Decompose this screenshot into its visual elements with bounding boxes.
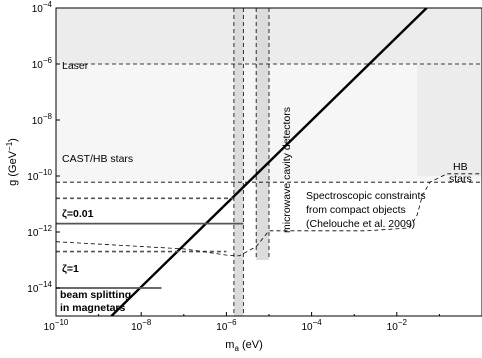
label-cast: CAST/HB stars: [62, 153, 133, 165]
axis-ticks: 10−10 10−8 10−6 10−4 10−210−410−610−810−1010…: [27, 0, 440, 333]
x-tick-label-base-2: 10: [216, 322, 228, 333]
y-tick-label-exp-5: −14: [38, 280, 52, 289]
y-tick-label-base-3: 10: [27, 172, 39, 183]
x-tick-label-exp-0: −10: [55, 318, 69, 327]
label-zeta-001: ζ=0.01: [62, 208, 94, 220]
label-spectro-2: from compact objects: [306, 204, 406, 216]
y-tick-label-exp-1: −6: [43, 56, 53, 65]
label-microwave: microwave cavity detectors: [281, 107, 293, 233]
x-axis-label: ma (eV): [225, 339, 262, 353]
y-tick-label-exp-0: −4: [43, 0, 53, 9]
x-axis-label-base: m: [225, 339, 234, 351]
y-tick-label-2: 10−8: [32, 112, 53, 127]
y-tick-label-exp-3: −10: [38, 168, 52, 177]
y-tick-label-4: 10−12: [27, 224, 52, 239]
label-hb-2: stars: [449, 173, 472, 185]
label-beam-2: in magnetars: [60, 302, 126, 314]
y-tick-label-base-0: 10: [32, 4, 44, 15]
y-axis-label-main: g (GeV: [7, 150, 19, 186]
x-tick-label-1: 10−8: [131, 318, 152, 333]
y-axis-label-sup: −1: [5, 141, 14, 151]
region-microwave-band: [233, 8, 244, 316]
y-tick-label-base-5: 10: [27, 284, 39, 295]
constraint-lines: [56, 8, 482, 316]
x-tick-label-base-4: 10: [387, 322, 399, 333]
label-laser: Laser: [62, 60, 89, 72]
region-hb: [417, 8, 482, 176]
label-zeta-1: ζ=1: [62, 263, 79, 275]
x-tick-label-4: 10−2: [387, 318, 408, 333]
series-line-7: [56, 173, 482, 257]
label-zeta-1-value: =1: [67, 263, 79, 275]
x-axis-label-sub: a: [234, 344, 239, 353]
x-tick-label-0: 10−10: [44, 318, 69, 333]
x-tick-label-exp-2: −6: [227, 318, 237, 327]
region-microwave-band-2: [256, 8, 269, 260]
x-tick-label-3: 10−4: [301, 318, 322, 333]
x-tick-label-exp-4: −2: [398, 318, 408, 327]
y-tick-label-5: 10−14: [27, 280, 52, 295]
y-tick-label-base-1: 10: [32, 60, 44, 71]
x-tick-label-base-1: 10: [131, 322, 143, 333]
y-tick-label-base-2: 10: [32, 116, 44, 127]
label-hb-1: HB: [453, 161, 468, 173]
y-tick-label-exp-2: −8: [43, 112, 53, 121]
x-tick-label-exp-3: −4: [313, 318, 323, 327]
y-tick-label-exp-4: −12: [38, 224, 52, 233]
label-zeta-1-symbol: ζ: [62, 263, 67, 275]
y-axis-label: g (GeV−1): [5, 138, 19, 186]
x-tick-label-base-0: 10: [44, 322, 56, 333]
x-axis-label-unit: (eV): [239, 339, 263, 351]
y-tick-label-3: 10−10: [27, 168, 52, 183]
y-tick-label-1: 10−6: [32, 56, 53, 71]
label-zeta-001-value: =0.01: [67, 208, 94, 220]
label-spectro-3: (Chelouche et al. 2009): [306, 218, 415, 230]
label-zeta-001-symbol: ζ: [62, 208, 67, 220]
x-tick-label-2: 10−6: [216, 318, 237, 333]
y-tick-label-0: 10−4: [32, 0, 53, 15]
x-tick-label-exp-1: −8: [142, 318, 152, 327]
y-axis-label-close: ): [7, 138, 19, 142]
y-tick-label-base-4: 10: [27, 228, 39, 239]
label-beam-1: beam splitting: [60, 289, 131, 301]
label-spectro-1: Spectroscopic constraints: [306, 190, 426, 202]
x-tick-label-base-3: 10: [301, 322, 313, 333]
